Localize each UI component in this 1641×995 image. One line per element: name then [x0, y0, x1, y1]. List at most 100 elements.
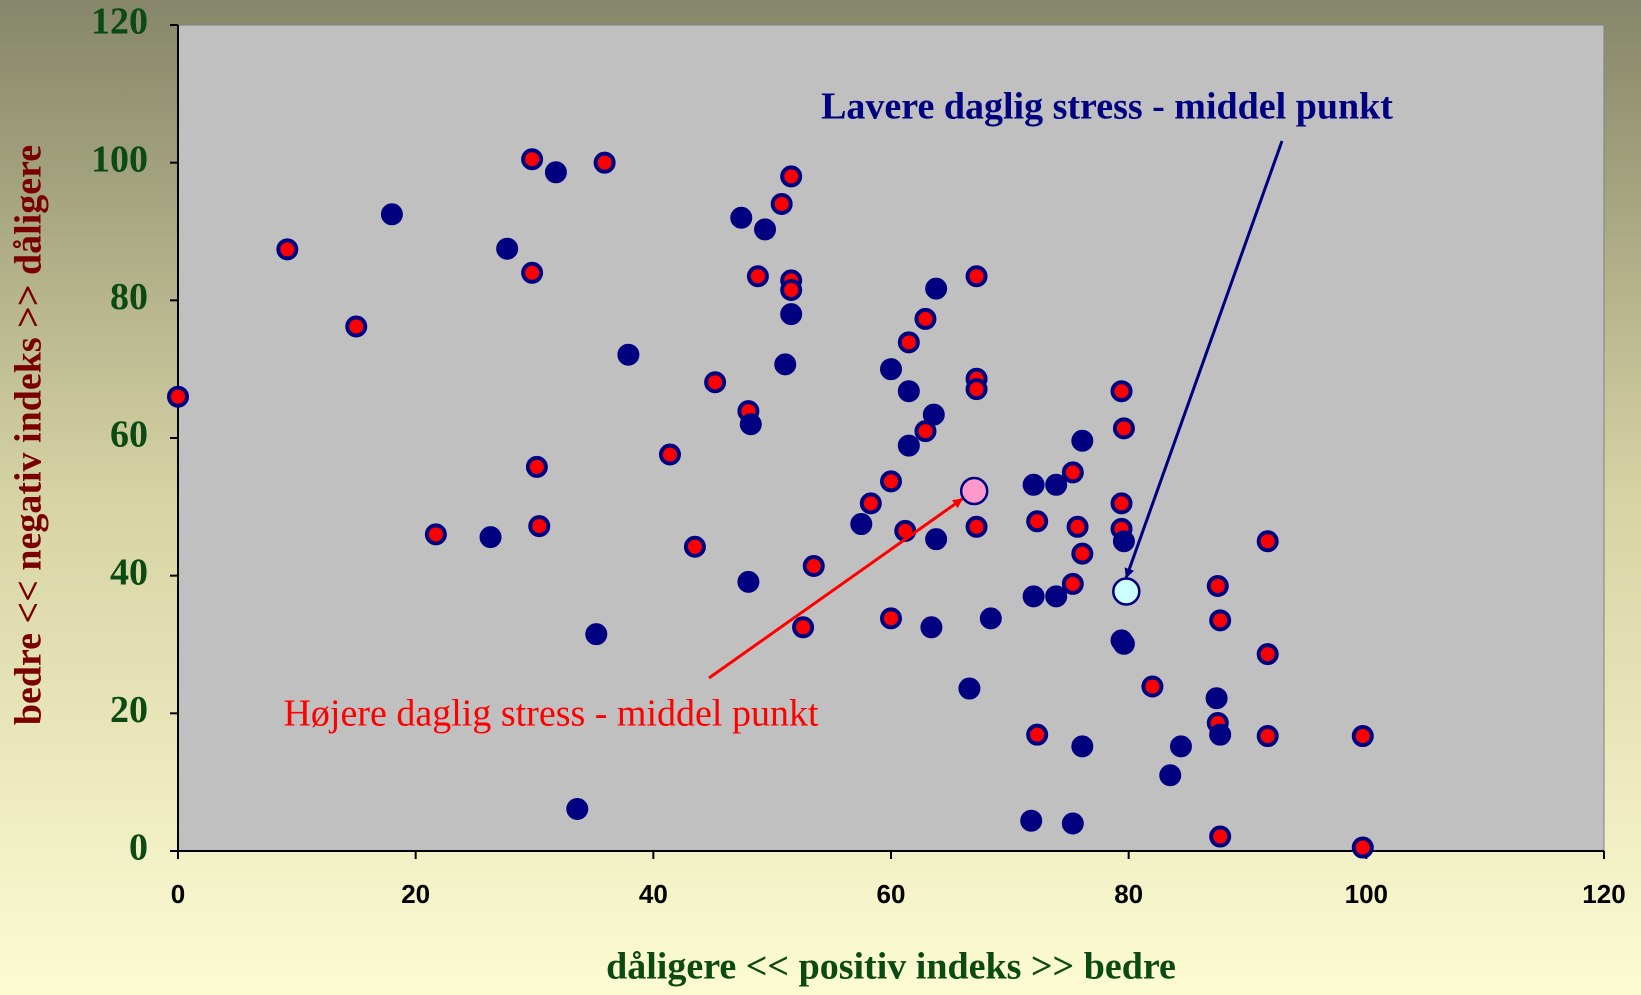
point — [965, 515, 988, 538]
y-tick-label: 20 — [110, 689, 148, 731]
point — [585, 623, 608, 646]
point — [880, 607, 902, 630]
point — [1110, 492, 1133, 515]
point — [780, 165, 803, 188]
point — [925, 528, 948, 551]
point — [521, 148, 544, 171]
point — [770, 192, 793, 215]
point — [1110, 380, 1133, 403]
point — [528, 515, 551, 538]
y-tick-label: 80 — [110, 276, 148, 318]
point — [1141, 675, 1164, 698]
point — [780, 279, 803, 302]
point — [1066, 515, 1089, 538]
point — [1351, 725, 1374, 748]
point — [914, 307, 937, 330]
point — [1071, 429, 1094, 452]
point — [544, 161, 567, 184]
annotation: Højere daglig stress - middel punkt — [283, 693, 819, 735]
x-tick-label: 80 — [1114, 879, 1143, 909]
point — [496, 237, 519, 260]
point — [1061, 812, 1084, 835]
point — [739, 413, 762, 436]
annotation: Lavere daglig stress - middel punkt — [821, 86, 1393, 128]
y-tick-label: 0 — [129, 827, 148, 869]
point — [1351, 836, 1374, 859]
point — [859, 492, 882, 515]
point — [593, 151, 616, 174]
point — [1169, 735, 1192, 758]
point — [746, 265, 769, 288]
point — [704, 371, 727, 394]
point — [276, 238, 299, 261]
point — [737, 570, 760, 593]
point — [920, 616, 943, 639]
point — [780, 303, 803, 326]
point — [1022, 585, 1045, 608]
point — [965, 265, 988, 288]
point — [1205, 687, 1228, 710]
y-tick-label: 40 — [110, 551, 148, 593]
point — [683, 535, 706, 558]
point — [479, 526, 502, 549]
x-tick-label: 0 — [171, 879, 185, 909]
point — [965, 378, 988, 401]
x-tick-label: 100 — [1345, 879, 1388, 909]
point — [1209, 825, 1232, 848]
point — [897, 380, 920, 403]
point — [1209, 723, 1232, 746]
point — [850, 513, 873, 536]
point — [345, 315, 368, 338]
point — [1209, 609, 1232, 632]
point — [894, 519, 917, 542]
annotation-arrow — [1124, 140, 1284, 579]
y-tick-label: 120 — [91, 1, 148, 43]
point — [525, 455, 548, 478]
point — [897, 331, 920, 354]
point — [880, 470, 902, 493]
point — [792, 616, 815, 639]
y-tick-label: 60 — [110, 414, 148, 456]
point — [1112, 632, 1135, 655]
point — [1206, 574, 1229, 597]
point — [922, 403, 945, 426]
point — [1159, 764, 1182, 787]
plot-area — [177, 24, 1605, 852]
point — [1256, 530, 1279, 553]
point — [1026, 510, 1049, 533]
x-axis-label: dåligere << positiv indeks >> bedre — [606, 946, 1176, 988]
point — [1071, 542, 1094, 565]
point — [167, 385, 189, 408]
y-tick-label: 100 — [91, 138, 148, 180]
mean-point — [959, 476, 989, 506]
point — [1071, 735, 1094, 758]
point — [802, 555, 825, 578]
point — [925, 277, 948, 300]
point — [1112, 417, 1135, 440]
point — [1256, 643, 1279, 666]
point — [979, 607, 1002, 630]
point — [424, 523, 447, 546]
point — [1022, 473, 1045, 496]
x-tick-label: 20 — [401, 879, 430, 909]
point — [958, 677, 981, 700]
point — [1112, 530, 1135, 553]
point — [1026, 723, 1049, 746]
y-axis-label: bedre << negativ indeks >> dåligere — [8, 145, 50, 725]
point — [1045, 585, 1068, 608]
point — [658, 443, 681, 466]
point — [566, 798, 589, 821]
point — [380, 203, 403, 226]
point — [521, 261, 544, 284]
point — [897, 434, 920, 457]
point — [774, 353, 797, 376]
point — [617, 343, 640, 366]
x-tick-label: 60 — [877, 879, 906, 909]
point — [1061, 461, 1084, 484]
mean-point — [1112, 577, 1141, 606]
point — [730, 206, 753, 229]
point — [1020, 809, 1043, 832]
point — [754, 218, 777, 241]
point — [1045, 473, 1068, 496]
